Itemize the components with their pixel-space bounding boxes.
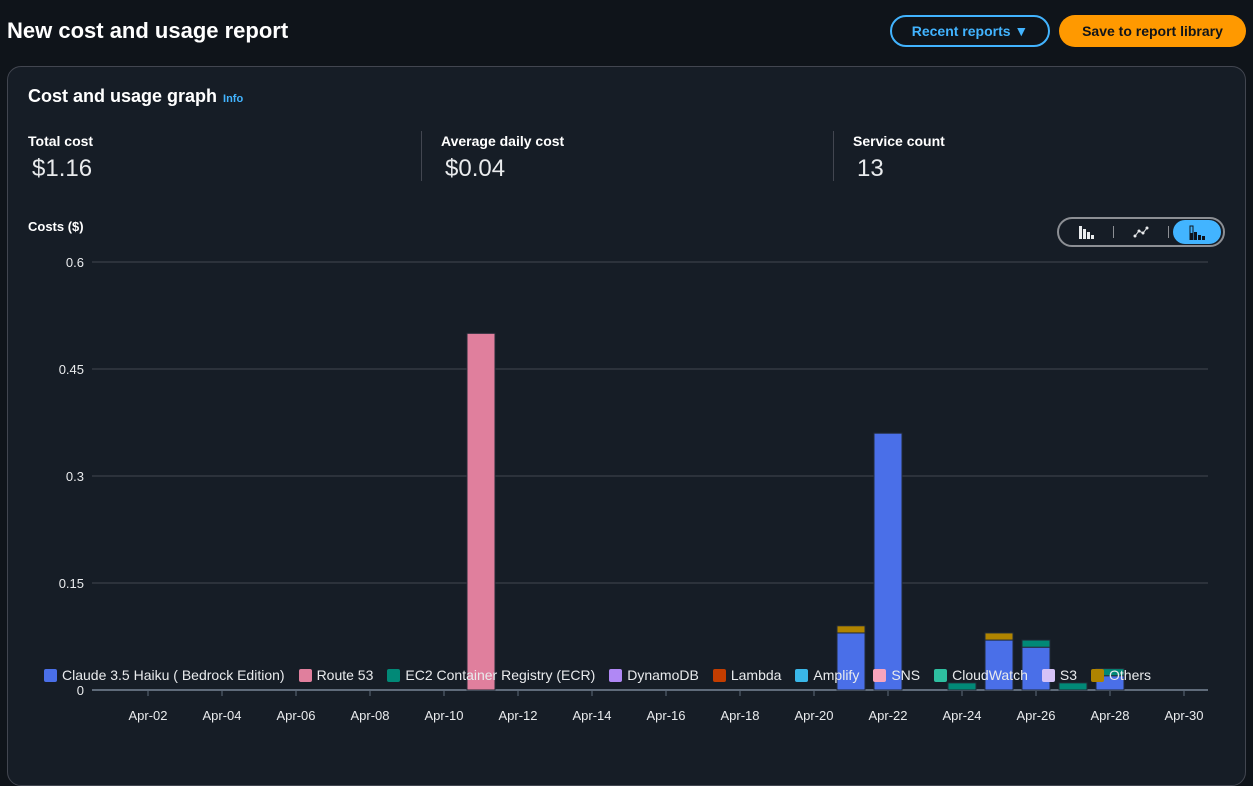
legend-item[interactable]: Others [1091,667,1151,683]
bar-segment [836,625,866,634]
stacked-bar-chart-icon[interactable] [1173,220,1221,244]
x-tick-label: Apr-24 [942,708,981,723]
legend-label: Others [1109,667,1152,683]
x-tick-label: Apr-20 [794,708,833,723]
legend-label: EC2 Container Registry (ECR) [405,667,596,683]
bar-chart-icon[interactable] [1059,220,1113,244]
recent-reports-button[interactable]: Recent reports ▼ [890,15,1050,47]
x-tick-label: Apr-18 [720,708,759,723]
x-tick-label: Apr-14 [572,708,611,723]
legend-swatch [1091,668,1104,682]
legend-item[interactable]: Route 53 [298,667,374,683]
bar-segment [1021,639,1051,648]
legend-label: SNS [891,667,921,683]
legend-label: Claude 3.5 Haiku ( Bedrock Edition) [62,667,285,683]
x-tick-label: Apr-22 [868,708,907,723]
legend-item[interactable]: Lambda [712,667,782,683]
metric-label: Average daily cost [441,133,565,149]
y-tick-label: 0.6 [66,255,84,270]
legend-swatch [1041,668,1055,682]
legend-label: Route 53 [316,667,374,683]
divider [833,131,834,181]
info-link[interactable]: Info [223,93,244,105]
legend-item[interactable]: Claude 3.5 Haiku ( Bedrock Edition) [44,667,285,683]
legend-item[interactable]: DynamoDB [609,667,699,683]
bar-segment [1058,682,1088,691]
x-tick-label: Apr-10 [424,708,463,723]
metric-average-daily-cost: Average daily cost $0.04 [441,133,564,183]
bar-segment [947,682,977,691]
y-axis-label: Costs ($) [28,219,84,234]
legend-item[interactable]: SNS [873,667,920,683]
y-tick-label: 0 [77,683,84,698]
metric-value: 13 [857,155,884,182]
metric-value: $0.04 [445,155,506,182]
x-tick-label: Apr-04 [202,708,241,723]
x-tick-label: Apr-28 [1090,708,1129,723]
legend-swatch [873,668,887,682]
legend-swatch [44,668,57,682]
legend-swatch [609,668,623,682]
page-title: New cost and usage report [7,18,289,43]
x-tick-label: Apr-16 [646,708,685,723]
legend-label: DynamoDB [627,667,699,683]
chart-legend: Claude 3.5 Haiku ( Bedrock Edition) Route… [44,667,1151,683]
bar-segment [873,432,903,691]
legend-item[interactable]: S3 [1041,667,1077,683]
card-title-text: Cost and usage graph [28,86,218,106]
legend-label: CloudWatch [952,667,1028,683]
y-tick-label: 0.45 [59,362,84,377]
x-tick-label: Apr-02 [128,708,167,723]
metric-service-count: Service count 13 [853,133,945,183]
legend-label: S3 [1059,667,1077,683]
x-tick-label: Apr-06 [276,708,315,723]
card-title: Cost and usage graph Info [28,86,243,107]
x-tick-label: Apr-26 [1016,708,1055,723]
legend-swatch [712,668,726,682]
legend-item[interactable]: Amplify [795,667,859,683]
x-tick-label: Apr-08 [350,708,389,723]
metric-total-cost: Total cost $1.16 [28,133,93,183]
legend-label: Lambda [730,667,782,683]
legend-label: Amplify [813,667,860,683]
legend-swatch [298,668,312,682]
y-tick-label: 0.15 [59,576,84,591]
divider [1113,226,1114,238]
y-tick-label: 0.3 [66,469,84,484]
divider [1168,226,1169,238]
metric-label: Service count [853,133,945,149]
legend-swatch [795,668,809,682]
save-to-report-library-button[interactable]: Save to report library [1059,15,1246,47]
line-chart-icon[interactable] [1114,220,1168,244]
bar-segment [984,632,1014,641]
legend-item[interactable]: CloudWatch [934,667,1028,683]
bar-segment [836,632,866,691]
chart-type-toggle [1057,217,1225,247]
x-tick-label: Apr-30 [1164,708,1203,723]
bar-segment [466,332,496,691]
x-tick-label: Apr-12 [498,708,537,723]
metric-value: $1.16 [32,155,93,182]
legend-swatch [934,668,948,682]
divider [421,131,422,181]
legend-swatch [387,668,401,682]
metric-label: Total cost [28,133,94,149]
legend-item[interactable]: EC2 Container Registry (ECR) [387,667,595,683]
